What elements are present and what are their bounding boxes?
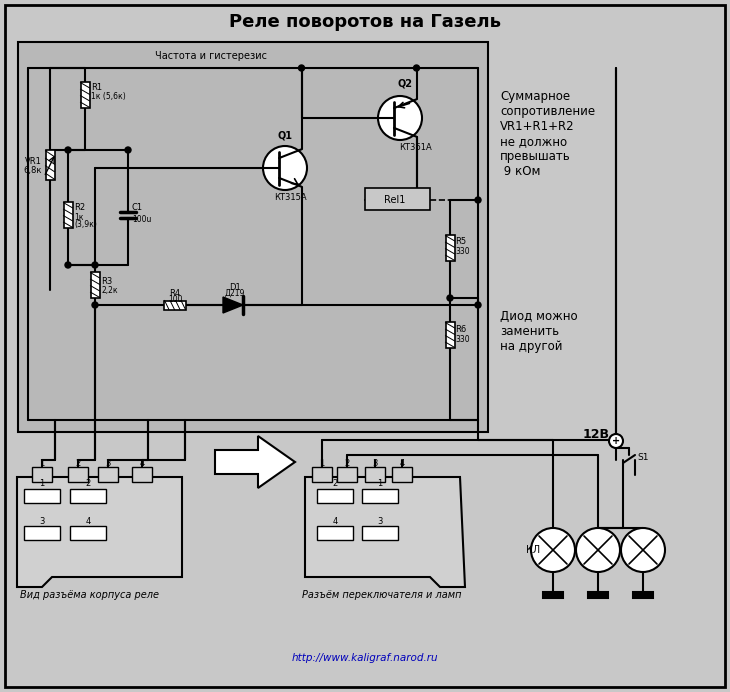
Bar bbox=[70, 489, 106, 503]
Circle shape bbox=[447, 295, 453, 301]
Bar bbox=[98, 467, 118, 482]
Text: http://www.kaligraf.narod.ru: http://www.kaligraf.narod.ru bbox=[292, 653, 438, 663]
Bar bbox=[392, 467, 412, 482]
Text: 1: 1 bbox=[39, 480, 45, 489]
Text: Реле поворотов на Газель: Реле поворотов на Газель bbox=[229, 13, 501, 31]
Bar bbox=[24, 489, 60, 503]
Text: 2: 2 bbox=[85, 480, 91, 489]
Text: 100u: 100u bbox=[132, 215, 151, 224]
Text: R3: R3 bbox=[101, 277, 112, 286]
Text: 1: 1 bbox=[39, 459, 45, 468]
Circle shape bbox=[475, 302, 481, 308]
Text: VR1: VR1 bbox=[25, 156, 42, 165]
Text: 1: 1 bbox=[377, 480, 383, 489]
Circle shape bbox=[621, 528, 665, 572]
Text: S1: S1 bbox=[637, 453, 648, 462]
Circle shape bbox=[576, 528, 620, 572]
Text: Суммарное
сопротивление
VR1+R1+R2
не должно
превышать
 9 кОм: Суммарное сопротивление VR1+R1+R2 не дол… bbox=[500, 90, 595, 178]
Text: 4: 4 bbox=[85, 516, 91, 525]
Bar bbox=[18, 42, 488, 432]
Text: 3: 3 bbox=[39, 516, 45, 525]
Circle shape bbox=[531, 528, 575, 572]
Bar bbox=[365, 467, 385, 482]
Text: Разъём переключателя и ламп: Разъём переключателя и ламп bbox=[302, 590, 462, 600]
Text: 2,2к: 2,2к bbox=[101, 286, 118, 295]
Text: Диод можно
заменить
на другой: Диод можно заменить на другой bbox=[500, 310, 577, 353]
Bar bbox=[362, 489, 398, 503]
Text: 6,8к: 6,8к bbox=[23, 167, 42, 176]
Text: 2: 2 bbox=[345, 459, 350, 468]
Text: R4: R4 bbox=[169, 289, 180, 298]
Text: 100: 100 bbox=[168, 295, 182, 304]
Bar bbox=[365, 188, 430, 210]
Text: C1: C1 bbox=[132, 203, 143, 212]
Polygon shape bbox=[17, 477, 182, 587]
Text: 2: 2 bbox=[332, 480, 337, 489]
Bar bbox=[337, 467, 357, 482]
Text: 3: 3 bbox=[372, 459, 377, 468]
Bar bbox=[45, 150, 55, 180]
Bar bbox=[362, 526, 398, 540]
Polygon shape bbox=[223, 297, 243, 313]
Bar bbox=[445, 322, 455, 348]
Bar bbox=[312, 467, 332, 482]
Text: Rel1: Rel1 bbox=[384, 195, 406, 205]
Text: Q2: Q2 bbox=[398, 78, 412, 88]
Text: 4: 4 bbox=[139, 459, 145, 468]
Bar bbox=[633, 592, 653, 598]
Text: R5: R5 bbox=[455, 237, 466, 246]
Text: КЛ: КЛ bbox=[526, 545, 540, 555]
Bar bbox=[91, 272, 99, 298]
Bar bbox=[445, 235, 455, 261]
Bar bbox=[164, 300, 186, 309]
Circle shape bbox=[263, 146, 307, 190]
Bar bbox=[64, 202, 72, 228]
Bar bbox=[317, 489, 353, 503]
Polygon shape bbox=[305, 477, 465, 587]
Text: 3: 3 bbox=[105, 459, 111, 468]
Text: 2: 2 bbox=[75, 459, 80, 468]
Text: 1: 1 bbox=[320, 459, 325, 468]
Circle shape bbox=[125, 147, 131, 153]
Circle shape bbox=[65, 262, 71, 268]
Text: КТ361А: КТ361А bbox=[399, 143, 431, 152]
Bar bbox=[132, 467, 152, 482]
Circle shape bbox=[413, 65, 420, 71]
Bar bbox=[70, 526, 106, 540]
Circle shape bbox=[65, 147, 71, 153]
Circle shape bbox=[378, 96, 422, 140]
Text: D1: D1 bbox=[229, 282, 241, 291]
Text: 330: 330 bbox=[455, 334, 469, 343]
Bar bbox=[588, 592, 608, 598]
Bar bbox=[24, 526, 60, 540]
Text: Вид разъёма корпуса реле: Вид разъёма корпуса реле bbox=[20, 590, 159, 600]
Text: 1к: 1к bbox=[74, 212, 83, 221]
Bar bbox=[80, 82, 90, 108]
Text: 12В: 12В bbox=[583, 428, 610, 441]
Text: R6: R6 bbox=[455, 325, 466, 334]
Text: 330: 330 bbox=[455, 248, 469, 257]
Text: R2: R2 bbox=[74, 203, 85, 212]
Polygon shape bbox=[215, 436, 295, 488]
Bar bbox=[317, 526, 353, 540]
Bar bbox=[543, 592, 563, 598]
Text: 4: 4 bbox=[399, 459, 404, 468]
Text: 3: 3 bbox=[377, 516, 383, 525]
Circle shape bbox=[475, 197, 481, 203]
Bar bbox=[68, 467, 88, 482]
Text: Q1: Q1 bbox=[277, 131, 293, 141]
Text: 4: 4 bbox=[332, 516, 337, 525]
Text: +: + bbox=[612, 436, 620, 446]
Text: (3,9к): (3,9к) bbox=[74, 221, 97, 230]
Circle shape bbox=[299, 65, 304, 71]
Text: Д219: Д219 bbox=[225, 289, 245, 298]
Text: КТ315А: КТ315А bbox=[274, 194, 307, 203]
Circle shape bbox=[609, 434, 623, 448]
Text: R1: R1 bbox=[91, 82, 102, 91]
Text: 1к (5,6к): 1к (5,6к) bbox=[91, 93, 126, 102]
Text: Частота и гистерезис: Частота и гистерезис bbox=[155, 51, 267, 61]
Bar bbox=[32, 467, 52, 482]
Circle shape bbox=[92, 302, 98, 308]
Circle shape bbox=[92, 262, 98, 268]
